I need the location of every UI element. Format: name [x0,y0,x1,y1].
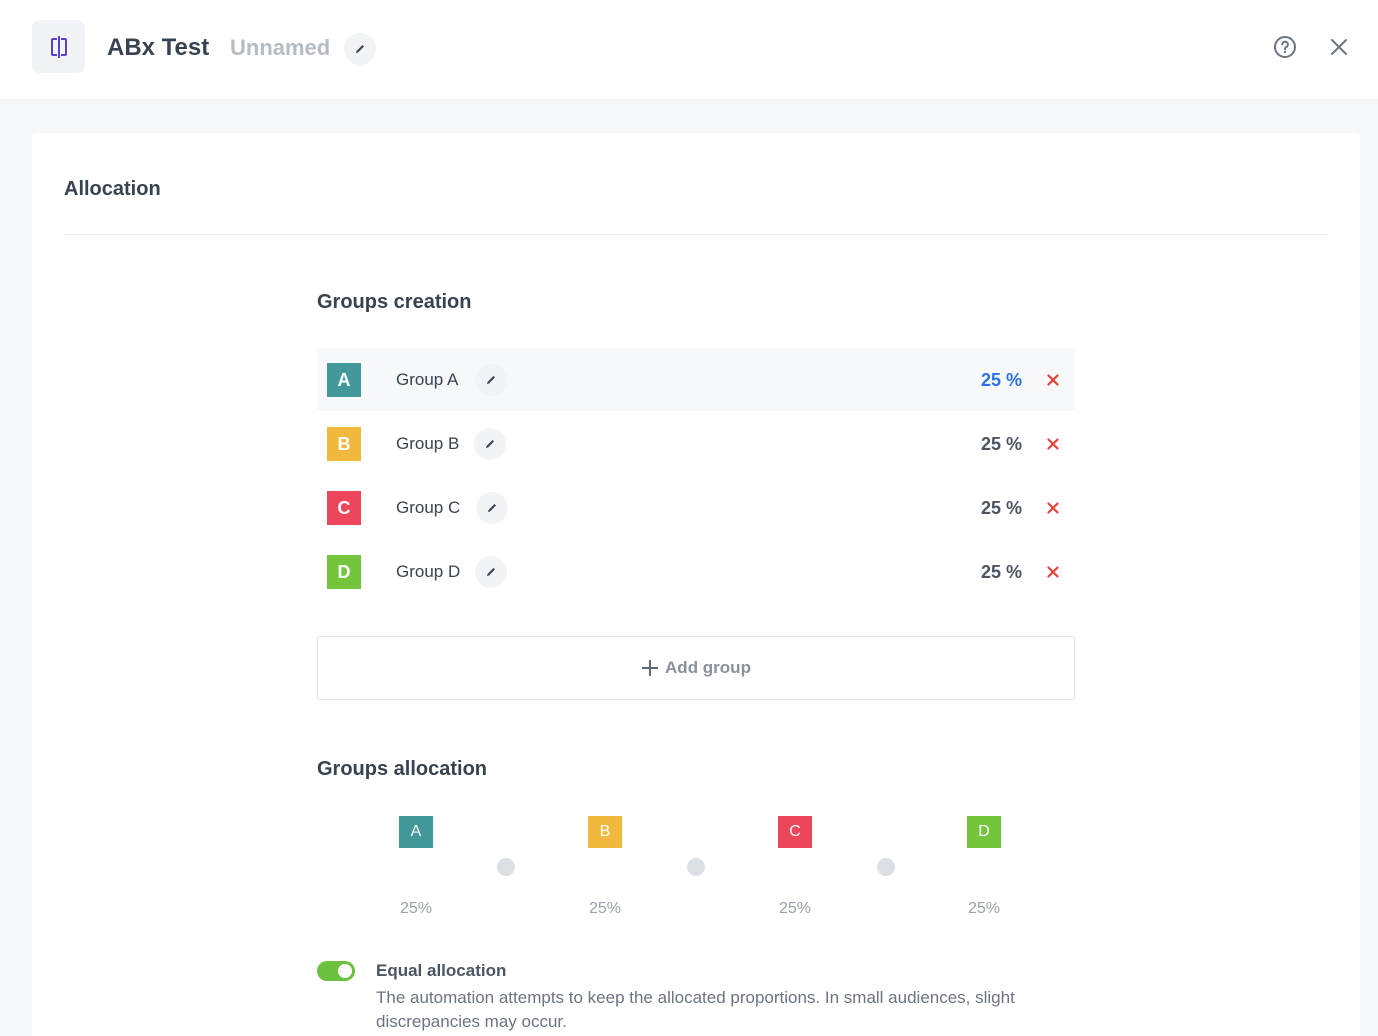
allocation-badge: C [778,816,812,848]
close-icon [1047,566,1059,578]
allocation-percent: 25% [588,900,622,917]
group-name: Group A [396,370,459,389]
edit-name-button[interactable] [344,33,376,65]
close-icon [1047,438,1059,450]
allocation-card: Allocation Groups creation A Group A 25 … [32,133,1360,1036]
group-percent[interactable]: 25 % [980,434,1022,454]
add-group-label: Add group [665,658,751,677]
group-row[interactable]: C Group C 25 % [317,476,1075,539]
pencil-icon [487,568,495,576]
allocation-badge: B [588,816,622,848]
group-row[interactable]: B Group B 25 % [317,412,1075,475]
remove-group-button[interactable] [1043,434,1063,454]
remove-group-button[interactable] [1043,562,1063,582]
group-name: Group C [396,498,461,517]
help-circle-icon [1274,36,1296,58]
allocation-slider-handle[interactable] [497,858,515,876]
card-title: Allocation [64,178,161,200]
help-button[interactable] [1272,34,1298,60]
remove-group-button[interactable] [1043,370,1063,390]
edit-group-button[interactable] [476,492,508,524]
allocation-item: B 25% [565,816,645,920]
pencil-icon [487,376,495,384]
group-row[interactable]: A Group A 25 % [317,348,1075,411]
plus-icon [641,659,659,677]
groups-allocation-title: Groups allocation [317,758,488,780]
scenario-name: Unnamed [230,35,331,60]
groups-creation-title: Groups creation [317,291,472,313]
allocation-item: A 25% [376,816,456,920]
group-name: Group D [396,562,461,581]
add-group-button[interactable]: Add group [317,636,1075,700]
close-icon [1047,502,1059,514]
equal-allocation-toggle[interactable] [317,961,355,981]
allocation-slider-handle[interactable] [877,858,895,876]
allocation-badge: A [399,816,433,848]
allocation-item: C 25% [755,816,835,920]
equal-allocation-description: The automation attempts to keep the allo… [376,988,1015,1031]
edit-group-button[interactable] [474,428,506,460]
pencil-icon [488,504,496,512]
allocation-item: D 25% [944,816,1024,920]
edit-group-button[interactable] [475,556,507,588]
ab-split-icon [50,35,67,58]
app-icon [32,20,85,73]
group-badge: D [327,555,361,589]
close-icon [1047,374,1059,386]
allocation-slider-handle[interactable] [687,858,705,876]
equal-allocation-label: Equal allocation [376,961,507,980]
group-percent[interactable]: 25 % [980,562,1022,582]
edit-group-button[interactable] [475,364,507,396]
pencil-icon [356,45,364,53]
app-title: ABx Test [107,34,210,61]
remove-group-button[interactable] [1043,498,1063,518]
group-percent[interactable]: 25 % [980,370,1022,390]
divider [64,234,1328,235]
group-badge: C [327,491,361,525]
group-row[interactable]: D Group D 25 % [317,540,1075,603]
group-badge: A [327,363,361,397]
pencil-icon [486,440,494,448]
toggle-knob [338,964,352,978]
allocation-percent: 25% [967,900,1001,917]
group-percent[interactable]: 25 % [980,498,1022,518]
close-button[interactable] [1326,34,1352,60]
allocation-badge: D [967,816,1001,848]
allocation-percent: 25% [399,900,433,917]
group-badge: B [327,427,361,461]
close-icon [1331,39,1347,55]
header: ABx Test Unnamed [0,0,1378,100]
group-name: Group B [396,434,460,453]
allocation-percent: 25% [778,900,812,917]
